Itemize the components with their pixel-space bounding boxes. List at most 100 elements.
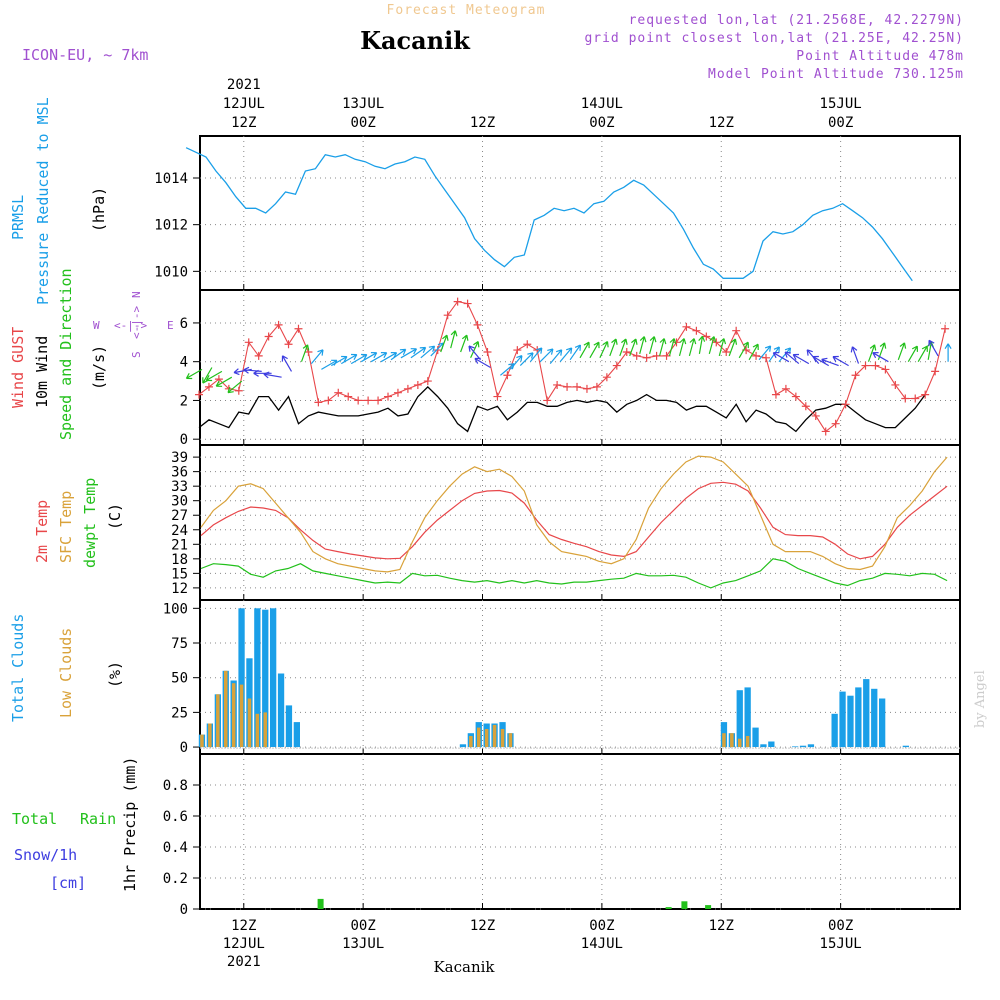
rain-bar <box>317 898 324 909</box>
total-clouds-bar <box>792 746 799 748</box>
low-clouds-bar <box>484 729 489 747</box>
wind-gust-marker <box>553 380 562 389</box>
total-clouds-bar <box>254 608 261 747</box>
wind-direction-arrow <box>772 352 790 363</box>
top-time-label: 13JUL <box>342 96 384 112</box>
wind-gust-marker <box>702 332 711 341</box>
temp-sfc-line <box>200 455 948 573</box>
wind-direction-arrow <box>263 371 282 379</box>
wind-direction-arrow <box>360 352 378 363</box>
wind-gust-marker <box>781 384 790 393</box>
wind-gust-marker <box>732 326 741 335</box>
low-clouds-label: Low Clouds <box>57 628 75 718</box>
wind-gust-marker <box>403 384 412 393</box>
top-time-label: 14JUL <box>581 96 623 112</box>
wind-direction-arrow <box>917 345 928 362</box>
top-time-label: 12JUL <box>223 96 265 112</box>
wind-direction-arrow <box>253 369 272 377</box>
low-clouds-bar <box>508 733 513 748</box>
wind-gust-marker <box>294 324 303 333</box>
wind-gust-marker <box>612 361 621 370</box>
wind-gust-marker <box>423 377 432 386</box>
total-clouds-bar <box>270 608 277 747</box>
compass-ns-axis: <-|-> <box>130 306 143 339</box>
wind-gust-marker <box>841 400 850 409</box>
temp-ytick-label: 36 <box>171 465 188 481</box>
wind-gust-marker <box>931 367 940 376</box>
location-title: Kacanik <box>360 26 471 55</box>
top-time-label: 00Z <box>589 115 614 131</box>
top-time-label: 00Z <box>350 115 375 131</box>
temp-ytick-label: 21 <box>171 537 188 553</box>
wind-gust-marker <box>493 392 502 401</box>
cloud-frame <box>199 599 961 755</box>
cloud-panel: 0 25 50 75 100 <box>163 599 961 756</box>
low-clouds-bar <box>231 683 236 747</box>
bottom-time-label: 12Z <box>231 918 256 934</box>
bottom-time-label: 00Z <box>828 918 853 934</box>
total-clouds-bar <box>839 691 846 748</box>
wind-direction-arrow <box>821 357 839 367</box>
wind-direction-arrow <box>569 344 581 361</box>
wind-direction-arrow <box>927 341 934 360</box>
precip-ytick-label: 0.2 <box>163 871 188 887</box>
wind-direction-arrow <box>678 338 687 357</box>
wind-direction-arrow <box>619 338 628 357</box>
low-clouds-bar <box>239 684 244 747</box>
wind-gust-marker <box>722 348 731 356</box>
snow-unit: [cm] <box>50 874 86 892</box>
temp-ytick-label: 15 <box>171 566 188 582</box>
low-clouds-bar <box>730 733 734 748</box>
top-time-label: 12Z <box>231 115 256 131</box>
wind-direction-arrow <box>529 347 543 363</box>
precip-ytick-label: 0 <box>180 902 188 918</box>
total-clouds-bar <box>768 741 775 747</box>
wind-gust-marker <box>901 394 910 403</box>
wind-direction-arrow <box>812 355 829 367</box>
wind-gust-marker <box>463 299 472 308</box>
model-point-altitude: Model Point Altitude 730.125m <box>708 67 964 82</box>
wind-direction-arrow <box>792 353 810 365</box>
wind-direction-arrow <box>944 343 952 362</box>
precip-panel: 0 0.2 0.4 0.6 0.8 <box>163 753 961 918</box>
wind-direction-arrow <box>708 336 717 355</box>
wind-direction-arrow <box>609 338 618 357</box>
total-clouds-bar <box>293 722 300 748</box>
wind-direction-arrow <box>832 355 849 367</box>
wind-gust-marker <box>195 390 204 399</box>
precip-ytick-label: 0.6 <box>163 809 188 825</box>
wind-direction-arrow <box>410 346 427 359</box>
wind-gust-marker <box>274 320 283 329</box>
wind-gust-marker <box>563 382 572 391</box>
wind-direction-arrow <box>688 338 697 357</box>
temp-ytick-label: 39 <box>171 450 188 466</box>
wind-direction-arrow <box>440 334 449 353</box>
temp-ytick-label: 27 <box>171 508 188 524</box>
precip-frame <box>199 753 961 910</box>
wind-gust-marker <box>622 348 631 356</box>
footer-location: Kacanik <box>433 958 495 976</box>
precip-ytick-label: 0.8 <box>163 778 188 794</box>
wind-direction-arrow <box>589 341 600 359</box>
wind-direction-arrow <box>331 355 348 367</box>
wind-gust-marker <box>453 297 462 306</box>
top-time-label: 12Z <box>470 115 495 131</box>
total-clouds-bar <box>871 688 878 748</box>
rain-bar <box>665 907 672 909</box>
pressure-ytick-label: 1014 <box>154 171 188 187</box>
wind-gust-marker <box>314 398 323 407</box>
wind-frame <box>199 289 961 446</box>
top-time-label: 12Z <box>709 115 734 131</box>
pressure-ytick-label: 1012 <box>154 218 188 234</box>
wind-unit: (m/s) <box>90 345 108 390</box>
cloud-ytick-label: 25 <box>171 705 188 721</box>
compass-w: W <box>93 319 100 332</box>
wind-gust-marker <box>861 361 870 370</box>
temp-ytick-label: 24 <box>171 523 188 539</box>
total-clouds-bar <box>277 673 285 747</box>
wind-direction-arrow <box>599 341 609 359</box>
wind-direction-arrow <box>185 368 203 380</box>
wind-gust-marker <box>483 348 492 356</box>
wind-labels: Wind GUST 10m Wind Speed and Direction (… <box>9 268 174 440</box>
